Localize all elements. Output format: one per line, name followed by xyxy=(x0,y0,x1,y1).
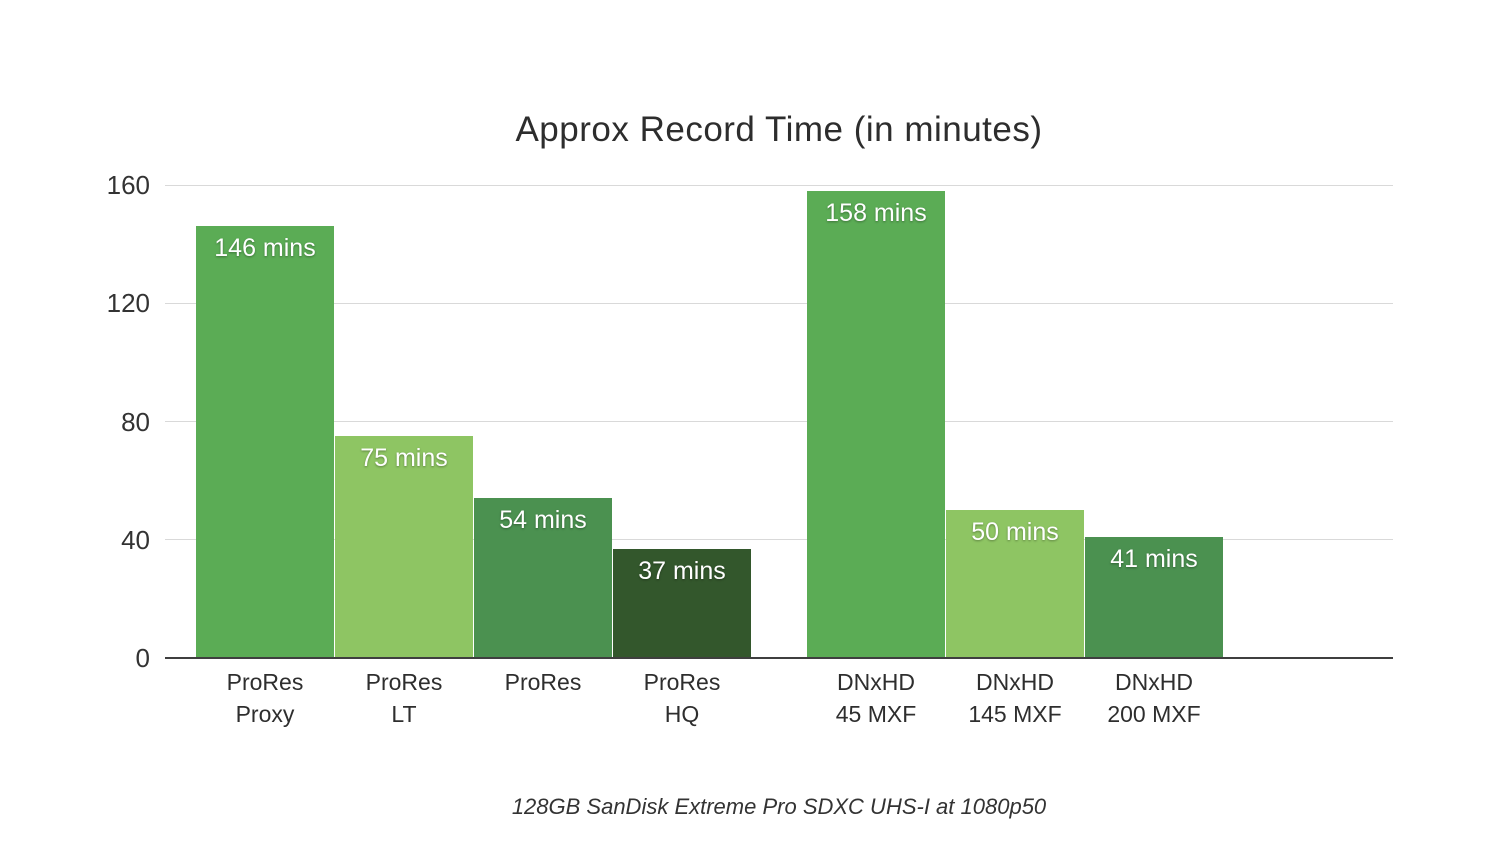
bar-dnxhd-145-mxf: 50 mins xyxy=(946,510,1084,658)
gridline xyxy=(165,184,1393,186)
x-axis-category-label: DNxHD 200 MXF xyxy=(1065,666,1243,730)
x-axis-label-line: LT xyxy=(391,701,417,727)
bar-dnxhd-200-mxf: 41 mins xyxy=(1085,536,1223,658)
x-axis-category-label: ProRes LT xyxy=(315,666,493,730)
y-axis-tick-label: 160 xyxy=(106,170,150,200)
bar-dnxhd-45-mxf: 158 mins xyxy=(807,190,945,658)
bar-value-label: 54 mins xyxy=(499,506,587,535)
x-axis-label-line: 45 MXF xyxy=(835,701,917,727)
x-axis-label-line: ProRes xyxy=(643,669,721,695)
plot-area: 146 mins ProRes Proxy 75 mins ProRes LT 54 min… xyxy=(165,184,1393,727)
x-axis-category-label: DNxHD 145 MXF xyxy=(926,666,1104,730)
x-axis-line xyxy=(165,657,1393,659)
bar-prores: 54 mins xyxy=(474,498,612,658)
x-axis-category-label: DNxHD 45 MXF xyxy=(787,666,965,730)
bar-value-label: 158 mins xyxy=(825,198,927,227)
y-axis-tick-label: 0 xyxy=(135,643,150,673)
gridline xyxy=(165,539,1393,541)
x-axis-label-line: 145 MXF xyxy=(968,701,1062,727)
x-axis-category-label: ProRes HQ xyxy=(593,666,771,730)
x-axis-label-line: ProRes xyxy=(226,669,304,695)
chart-title: Approx Record Time (in minutes) xyxy=(515,110,1043,149)
bar-prores-lt: 75 mins xyxy=(335,436,473,658)
gridline xyxy=(165,421,1393,422)
y-axis-tick-label: 80 xyxy=(121,406,150,437)
x-axis-label-line: ProRes xyxy=(504,669,582,695)
bar-value-label: 146 mins xyxy=(214,234,316,263)
bar-value-label: 75 mins xyxy=(360,444,448,473)
x-axis-label-line: Proxy xyxy=(235,701,295,727)
x-axis-label-line: DNxHD xyxy=(837,669,915,695)
x-axis-label-line: DNxHD xyxy=(976,669,1054,695)
x-axis-label-line: ProRes xyxy=(365,669,443,695)
gridline xyxy=(165,302,1393,304)
x-axis-label-line: DNxHD xyxy=(1115,669,1193,695)
bar-prores-hq: 37 mins xyxy=(613,548,751,658)
y-axis-tick-label: 40 xyxy=(121,524,150,555)
x-axis-category-label: ProRes xyxy=(454,666,632,698)
x-axis-label-line: HQ xyxy=(664,701,700,727)
bar-value-label: 37 mins xyxy=(638,556,726,585)
bar-prores-proxy: 146 mins xyxy=(196,226,334,658)
bar-value-label: 50 mins xyxy=(971,518,1059,547)
x-axis-label-line: 200 MXF xyxy=(1107,701,1201,727)
chart-caption: 128GB SanDisk Extreme Pro SDXC UHS-I at … xyxy=(511,794,1047,819)
y-axis-tick-label: 120 xyxy=(106,288,150,319)
bar-value-label: 41 mins xyxy=(1110,544,1198,573)
x-axis-category-label: ProRes Proxy xyxy=(176,666,354,730)
